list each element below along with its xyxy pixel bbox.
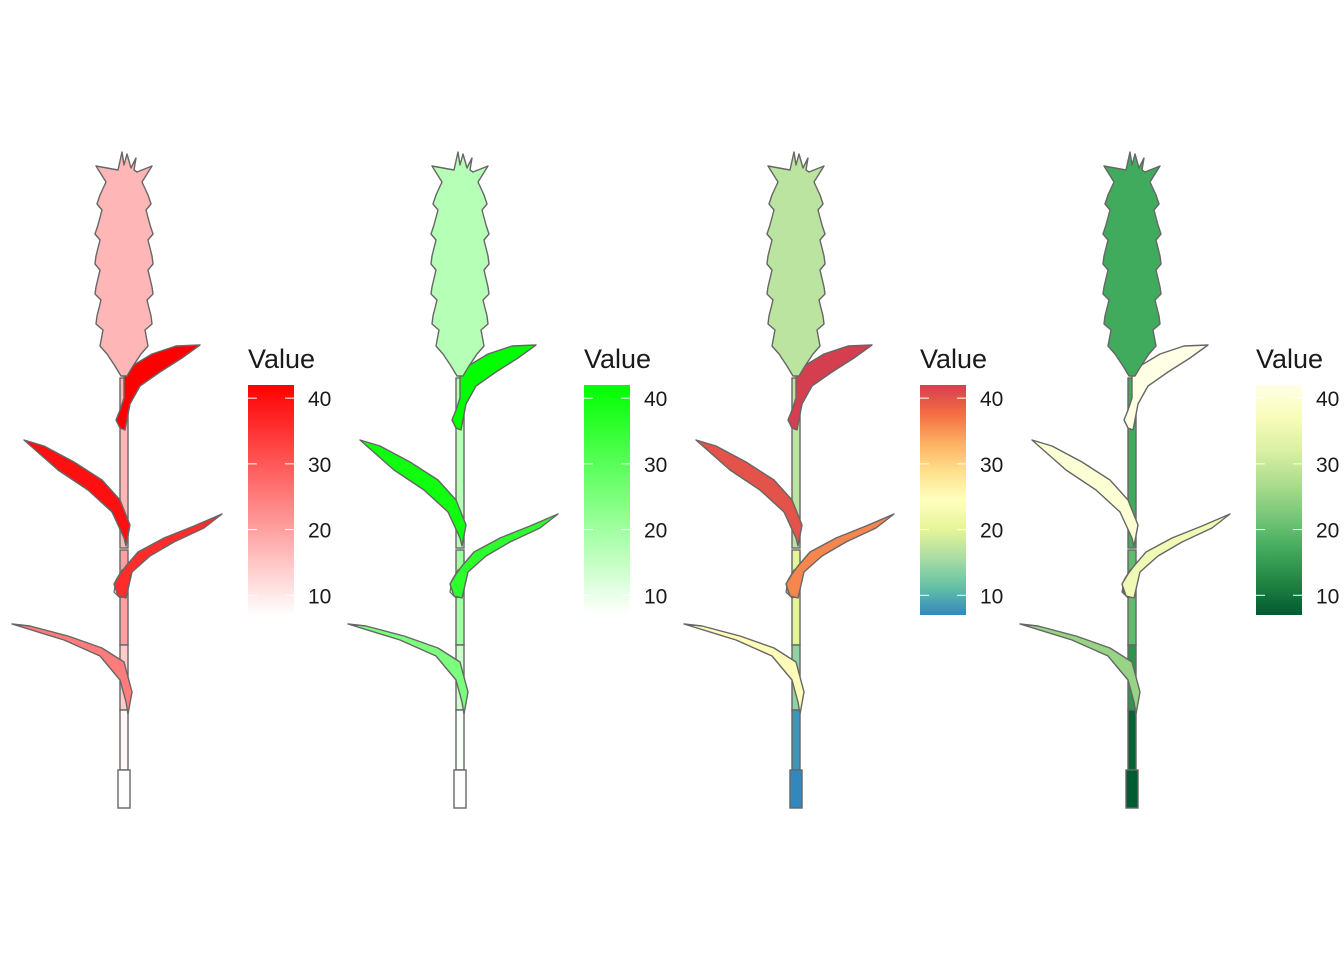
segment-stem_3 xyxy=(1127,709,1137,771)
legend-title: Value xyxy=(248,344,315,374)
legend-tick-label: 20 xyxy=(980,520,1003,543)
legend-colorbar xyxy=(1256,385,1302,615)
plant-panel-2: Value 10 20 30 40 xyxy=(347,151,667,809)
legend-tick-label: 40 xyxy=(308,388,331,411)
plant-panel-4: Value 10 20 30 40 xyxy=(1019,151,1339,809)
segment-leaf_2 xyxy=(695,439,803,547)
legend-tick-label: 10 xyxy=(308,585,331,608)
plant-panel-3: Value 10 20 30 40 xyxy=(683,151,1003,809)
segment-stem_4 xyxy=(1125,769,1139,809)
legend-title: Value xyxy=(1256,344,1323,374)
legend-title: Value xyxy=(584,344,651,374)
legend-tick-label: 10 xyxy=(1316,585,1339,608)
segment-leaf_4 xyxy=(11,623,133,715)
segment-leaf_flag xyxy=(1123,344,1209,431)
legend-colorbar xyxy=(920,385,966,615)
legend-colorbar xyxy=(584,385,630,615)
segment-stem_3 xyxy=(119,709,129,771)
segment-stem_3 xyxy=(455,709,465,771)
legend-title: Value xyxy=(920,344,987,374)
segment-leaf_2 xyxy=(23,439,131,547)
segment-stem_4 xyxy=(453,769,467,809)
legend-tick-label: 30 xyxy=(308,454,331,477)
legend-tick-label: 40 xyxy=(644,388,667,411)
segment-leaf_3 xyxy=(785,513,895,599)
legend-tick-label: 40 xyxy=(1316,388,1339,411)
segment-leaf_3 xyxy=(449,513,559,599)
legend-tick-label: 30 xyxy=(644,454,667,477)
segment-leaf_3 xyxy=(1121,513,1231,599)
segment-stem_4 xyxy=(117,769,131,809)
segment-leaf_flag xyxy=(787,344,873,431)
legend-tick-label: 30 xyxy=(980,454,1003,477)
legend-colorbar xyxy=(248,385,294,615)
segment-leaf_4 xyxy=(347,623,469,715)
legend-tick-label: 20 xyxy=(644,520,667,543)
segment-stem_4 xyxy=(789,769,803,809)
segment-spike xyxy=(1102,151,1162,377)
legend-tick-label: 20 xyxy=(308,520,331,543)
segment-leaf_flag xyxy=(115,344,201,431)
segment-leaf_flag xyxy=(451,344,537,431)
segment-leaf_4 xyxy=(1019,623,1141,715)
segment-spike xyxy=(94,151,154,377)
legend-tick-label: 30 xyxy=(1316,454,1339,477)
plant-panel-1: Value 10 20 30 40 xyxy=(11,151,331,809)
segment-leaf_3 xyxy=(113,513,223,599)
legend-tick-label: 20 xyxy=(1316,520,1339,543)
legend-tick-label: 10 xyxy=(980,585,1003,608)
segment-leaf_2 xyxy=(359,439,467,547)
legend-tick-label: 40 xyxy=(980,388,1003,411)
segment-leaf_2 xyxy=(1031,439,1139,547)
segment-leaf_4 xyxy=(683,623,805,715)
segment-spike xyxy=(430,151,490,377)
segment-spike xyxy=(766,151,826,377)
segment-stem_3 xyxy=(791,709,801,771)
legend-tick-label: 10 xyxy=(644,585,667,608)
